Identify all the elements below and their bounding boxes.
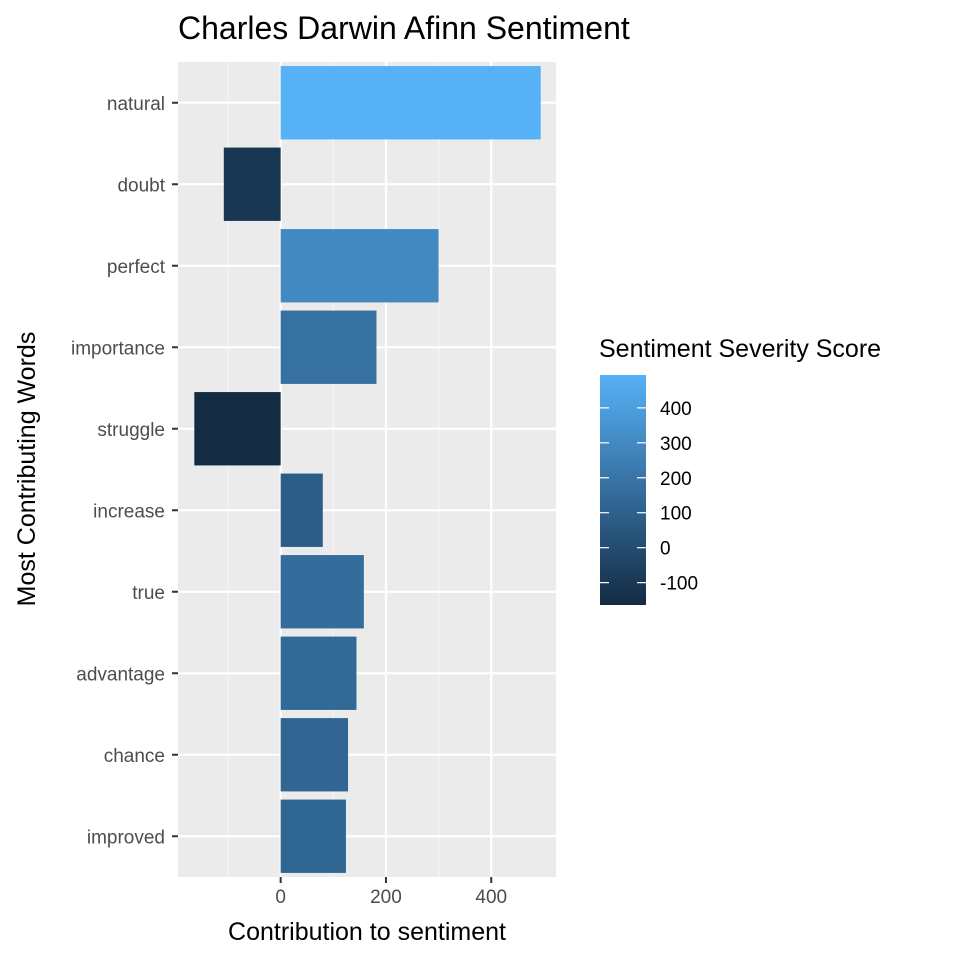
bar-true (280, 555, 364, 629)
y-tick-label: importance (71, 338, 165, 359)
bar-advantage (280, 636, 357, 710)
x-axis-title: Contribution to sentiment (228, 918, 506, 946)
y-tick-label: advantage (76, 664, 165, 685)
chart-title: Charles Darwin Afinn Sentiment (178, 10, 630, 46)
x-tick-label: 400 (475, 887, 507, 908)
bar-doubt (223, 147, 281, 221)
bar-importance (280, 310, 377, 384)
legend-tick-label: 0 (660, 539, 671, 560)
legend: Sentiment Severity Score 400 300 200 100 0 -1… (599, 335, 881, 605)
x-tick-label: 200 (370, 887, 402, 908)
legend-title: Sentiment Severity Score (599, 335, 881, 363)
y-tick-label: struggle (97, 420, 165, 441)
legend-colorbar (600, 375, 646, 605)
bar-increase (280, 473, 323, 547)
y-axis-title: Most Contributing Words (13, 332, 41, 607)
y-axis: natural doubt perfect importance struggle inc… (71, 94, 178, 848)
bar-natural (280, 66, 541, 140)
legend-tick-label: -100 (660, 574, 698, 595)
x-tick-label: 0 (275, 887, 286, 908)
y-tick-label: chance (104, 746, 165, 767)
bar-chance (280, 718, 349, 792)
y-tick-label: increase (93, 501, 165, 522)
bars (194, 66, 541, 873)
bar-perfect (280, 229, 439, 303)
legend-tick-label: 300 (660, 434, 692, 455)
y-tick-label: natural (107, 94, 165, 115)
legend-ticks: 400 300 200 100 0 -100 (600, 399, 698, 595)
bar-improved (280, 799, 346, 873)
y-tick-label: doubt (117, 175, 165, 196)
x-axis: 0 200 400 (275, 877, 507, 908)
legend-tick-label: 100 (660, 504, 692, 525)
legend-tick-label: 200 (660, 469, 692, 490)
bar-struggle (194, 392, 281, 466)
legend-tick-label: 400 (660, 399, 692, 420)
y-tick-label: improved (87, 827, 165, 848)
y-tick-label: true (132, 583, 165, 604)
y-tick-label: perfect (107, 257, 166, 278)
